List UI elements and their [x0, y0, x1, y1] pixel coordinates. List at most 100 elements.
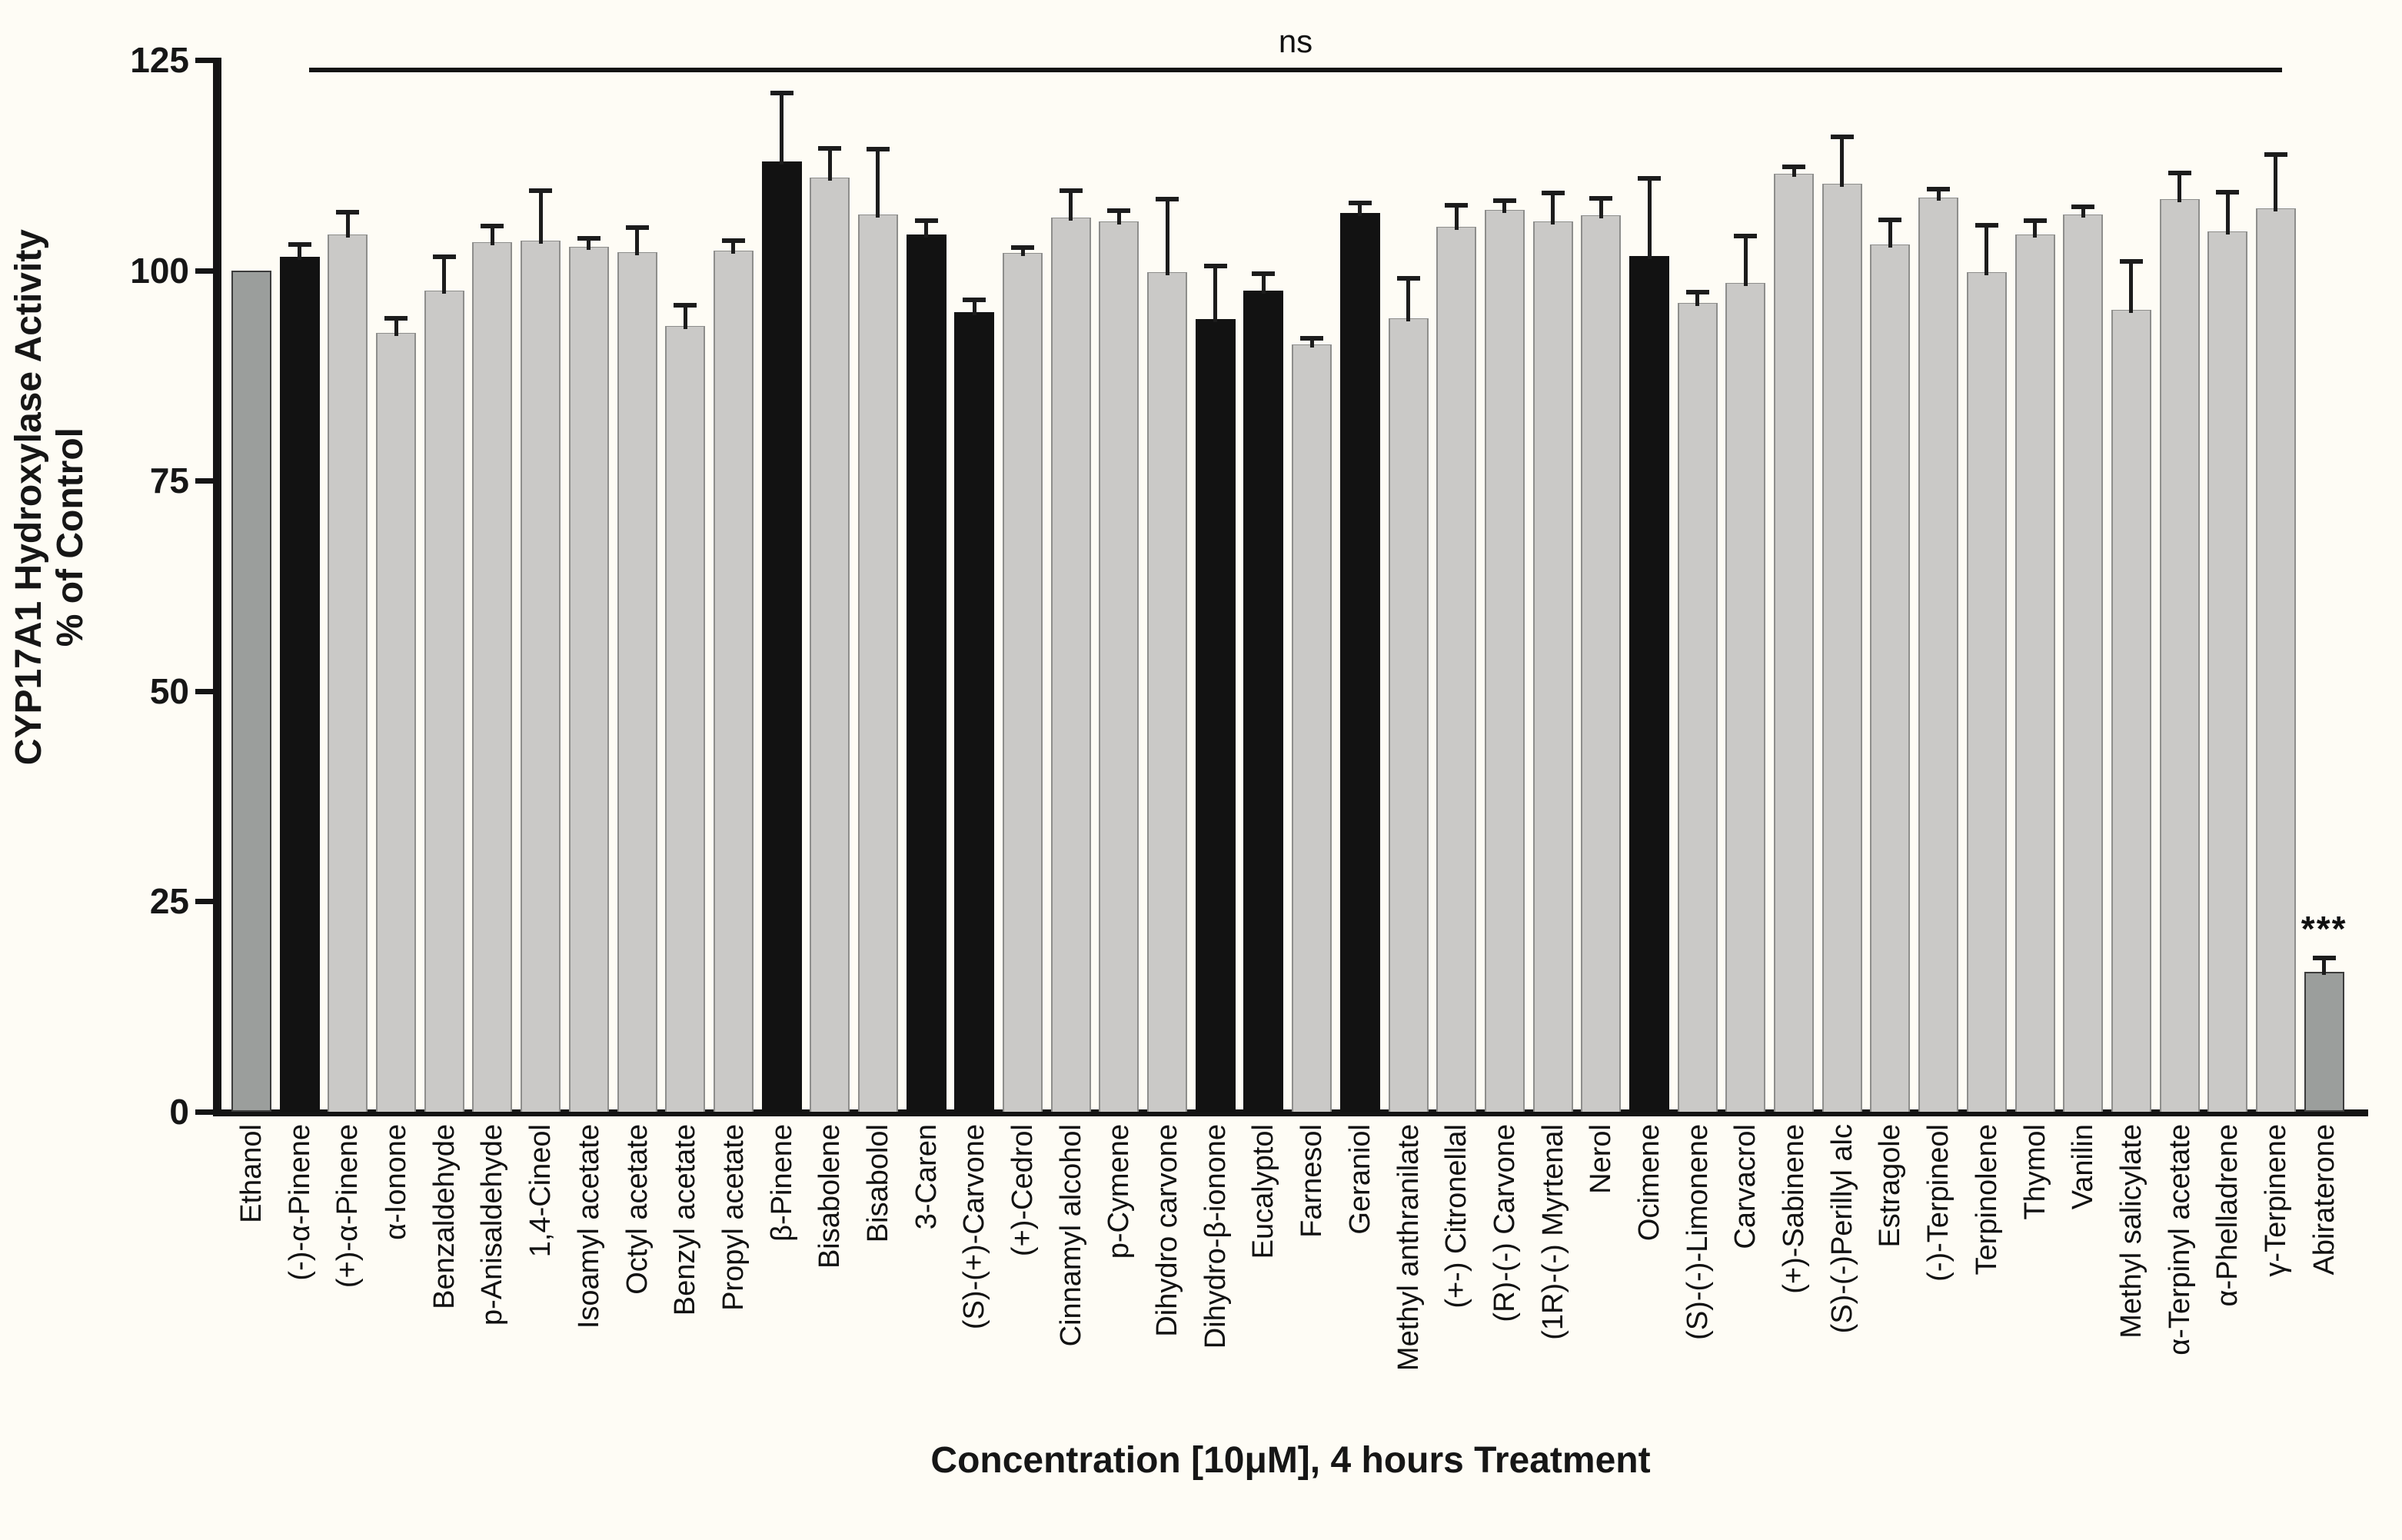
error-bar-cap	[1011, 245, 1035, 251]
error-bar-cap	[1348, 201, 1372, 206]
category-label: p-Anisaldehyde	[476, 1124, 509, 1325]
category-label: (S)-(-)-Limonene	[1681, 1124, 1714, 1340]
category-label: (+)-α-Pinene	[331, 1124, 364, 1289]
error-bar-cap	[625, 225, 649, 230]
category-label: Thymol	[2018, 1124, 2051, 1220]
error-bar-cap	[1685, 290, 1709, 295]
category-label: (+-) Citronellal	[1440, 1124, 1473, 1309]
error-bar-cap	[818, 146, 842, 151]
error-bar-cap	[1927, 186, 1951, 191]
bar-p-Anisaldehyde	[472, 242, 513, 1112]
bar-3-Caren	[906, 234, 946, 1112]
error-bar-stem	[2225, 192, 2230, 235]
error-bar-stem	[1358, 204, 1362, 217]
bar-Geraniol	[1339, 213, 1380, 1112]
error-bar-cap	[721, 238, 745, 244]
error-bar-cap	[336, 210, 360, 215]
category-label: (S)-(-)Perillyl alc	[1825, 1124, 1858, 1334]
bar-Cinnamyl alcohol	[1050, 217, 1091, 1112]
error-bar-cap	[1300, 336, 1324, 341]
error-bar-stem	[1936, 189, 1941, 201]
bar-(-)-α-Pinene	[279, 257, 320, 1112]
error-bar-stem	[1695, 293, 1700, 307]
error-bar-cap	[866, 147, 890, 152]
error-bar-cap	[1878, 218, 1902, 223]
bar-(-)-Terpineol	[1918, 198, 1959, 1112]
category-label: Benzaldehyde	[428, 1124, 461, 1309]
error-bar-cap	[1252, 271, 1276, 277]
bar-Thymol	[2014, 234, 2055, 1112]
error-bar-stem	[1502, 201, 1507, 213]
category-label: Octyl acetate	[620, 1124, 654, 1295]
bar-α-Ionone	[376, 332, 417, 1112]
error-bar-stem	[1743, 236, 1748, 286]
category-label: Abiraterone	[2307, 1124, 2340, 1276]
bar-α-Terpinyl acetate	[2159, 198, 2200, 1112]
bar-Ethanol	[231, 270, 271, 1112]
y-tick-label: 50	[149, 670, 189, 711]
error-bar-stem	[1261, 274, 1266, 294]
error-bar-stem	[1840, 137, 1845, 187]
error-bar-cap	[384, 316, 408, 321]
y-tick	[195, 478, 213, 484]
error-bar-cap	[674, 302, 697, 308]
category-label: Propyl acetate	[717, 1124, 750, 1311]
y-tick	[195, 58, 213, 63]
error-bar-stem	[1454, 206, 1459, 230]
error-bar-cap	[481, 223, 504, 228]
bar-Vanilin	[2063, 215, 2104, 1112]
error-bar-stem	[1116, 211, 1121, 225]
y-tick-label: 25	[149, 881, 189, 922]
bar-α-Phelladrene	[2207, 231, 2248, 1112]
bar-1,4-Cineol	[521, 241, 561, 1112]
error-bar-cap	[1974, 222, 1998, 228]
ns-bracket-label: ns	[1278, 23, 1313, 59]
bar-Benzyl acetate	[665, 325, 706, 1112]
category-label: Estragole	[1874, 1124, 1907, 1248]
error-bar-cap	[1396, 275, 1420, 281]
error-bar-stem	[1309, 339, 1314, 348]
category-label: (-)-α-Pinene	[283, 1124, 316, 1281]
bar-Nerol	[1581, 215, 1622, 1112]
error-bar-stem	[1551, 194, 1555, 225]
bar-Abiraterone	[2304, 972, 2344, 1112]
bar-Methyl anthranilate	[1388, 318, 1429, 1112]
category-label: Dihydro-β-ionone	[1199, 1124, 1232, 1349]
error-bar-stem	[924, 221, 929, 238]
category-label: Nerol	[1585, 1124, 1618, 1194]
category-label: Vanilin	[2067, 1124, 2100, 1210]
bar-β-Pinene	[761, 161, 802, 1112]
bar-Octyl acetate	[617, 251, 657, 1112]
error-bar-stem	[1984, 225, 1989, 275]
error-bar-stem	[972, 300, 976, 316]
y-axis-title-line1: CYP17A1 Hydroxylase Activity	[8, 229, 49, 766]
category-label: Cinnamyl alcohol	[1054, 1124, 1087, 1347]
bar-Farnesol	[1292, 344, 1332, 1112]
category-label: α-Ionone	[380, 1124, 413, 1240]
error-bar-stem	[490, 226, 494, 246]
error-bar-cap	[1059, 188, 1083, 193]
bar-(1R)-(-) Myrtenal	[1532, 221, 1573, 1112]
error-bar-stem	[635, 228, 640, 255]
bar-(+)-α-Pinene	[328, 234, 368, 1112]
category-label: (-)-Terpineol	[1922, 1124, 1955, 1282]
category-label: Dihydro carvone	[1151, 1124, 1184, 1337]
error-bar-cap	[1782, 165, 1806, 170]
y-tick-label: 125	[130, 40, 189, 80]
category-label: (S)-(+)-Carvone	[958, 1124, 991, 1330]
error-bar-stem	[2274, 155, 2278, 211]
category-label: Eucalyptol	[1247, 1124, 1280, 1259]
category-label: 1,4-Cineol	[524, 1124, 557, 1258]
bar-(R)-(-) Carvone	[1484, 209, 1525, 1112]
y-tick	[195, 268, 213, 274]
bar-Isoamyl acetate	[568, 246, 609, 1112]
error-bar-cap	[2312, 955, 2336, 960]
bar-Propyl acetate	[713, 251, 754, 1112]
error-bar-cap	[2071, 204, 2095, 209]
error-bar-stem	[2322, 958, 2327, 976]
category-label: Bisabolene	[813, 1124, 847, 1269]
bar-Ocimene	[1629, 255, 1669, 1112]
bar-Estragole	[1870, 244, 1911, 1112]
category-label: Benzyl acetate	[669, 1124, 702, 1316]
ns-bracket-line	[309, 68, 2282, 72]
